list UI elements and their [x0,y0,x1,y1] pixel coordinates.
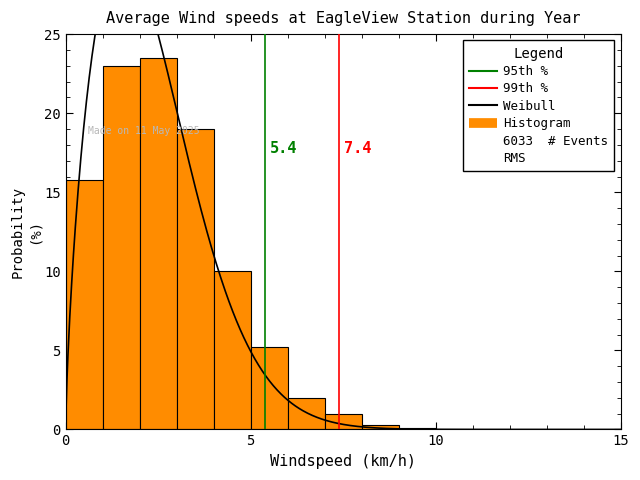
Bar [102,66,140,430]
Bar [324,414,362,430]
Bar [436,429,472,430]
Title: Average Wind speeds at EagleView Station during Year: Average Wind speeds at EagleView Station… [106,11,580,26]
Bar [362,425,399,430]
Text: 5.4: 5.4 [270,141,297,156]
Bar [66,180,102,430]
Bar [214,271,251,430]
Bar [287,398,324,430]
Bar [140,58,177,430]
Bar [251,347,287,430]
Legend: 95th %, 99th %, Weibull, Histogram, 6033  # Events, RMS: 95th %, 99th %, Weibull, Histogram, 6033… [463,40,614,171]
Bar [399,428,436,430]
X-axis label: Windspeed (km/h): Windspeed (km/h) [270,454,416,469]
Y-axis label: Probability
(%): Probability (%) [11,186,42,278]
Text: Made on 11 May 2025: Made on 11 May 2025 [88,126,200,136]
Text: 7.4: 7.4 [344,141,371,156]
Bar [177,129,214,430]
